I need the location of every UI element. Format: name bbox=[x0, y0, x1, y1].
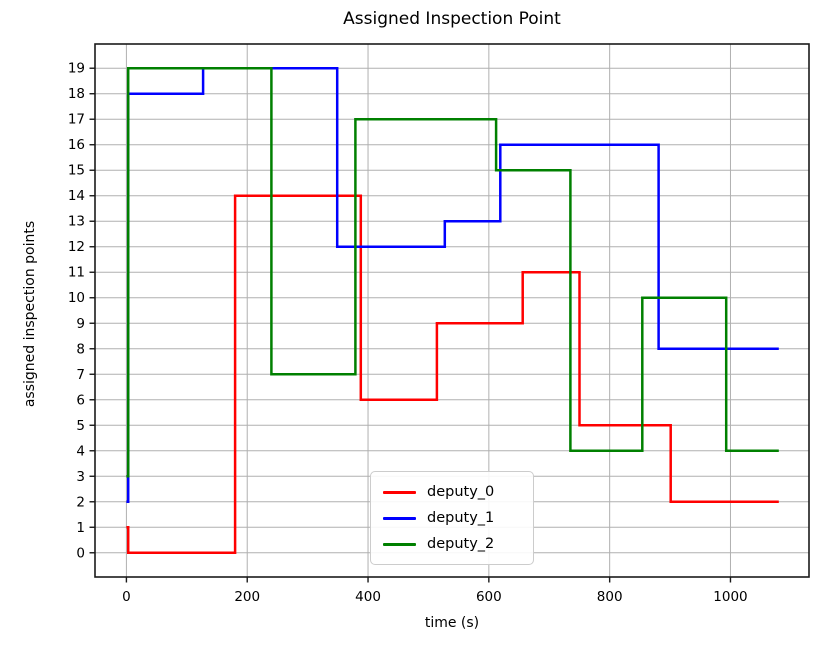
y-axis-label: assigned inspection points bbox=[22, 220, 38, 408]
y-tick-label: 17 bbox=[68, 112, 85, 128]
legend-label: deputy_2 bbox=[427, 535, 495, 552]
y-tick-label: 16 bbox=[68, 137, 85, 153]
legend-label: deputy_1 bbox=[427, 509, 495, 526]
x-ticks: 0 200 400 600 800 1000 bbox=[122, 577, 748, 605]
y-tick-label: 18 bbox=[68, 86, 85, 102]
y-tick-label: 3 bbox=[76, 469, 85, 485]
axes-border bbox=[94, 43, 810, 578]
y-tick-label: 12 bbox=[68, 239, 85, 255]
y-tick-label: 2 bbox=[76, 494, 85, 510]
series-lines bbox=[126, 66, 779, 555]
y-tick-label: 9 bbox=[76, 316, 85, 332]
legend-item-deputy_1: deputy_1 bbox=[383, 511, 521, 526]
y-tick-label: 10 bbox=[68, 290, 85, 306]
legend-line-sample bbox=[383, 542, 416, 546]
y-tick-label: 4 bbox=[76, 443, 85, 459]
x-tick-label: 800 bbox=[597, 589, 623, 605]
y-tick-label: 19 bbox=[68, 61, 85, 77]
series-line-deputy_1 bbox=[126, 66, 779, 504]
y-tick-label: 6 bbox=[76, 392, 85, 408]
legend-line-sample bbox=[383, 516, 416, 520]
x-tick-label: 400 bbox=[355, 589, 381, 605]
legend-label: deputy_0 bbox=[427, 483, 495, 500]
legend-line-sample bbox=[383, 490, 416, 494]
series-line-deputy_0 bbox=[126, 194, 779, 555]
legend-item-deputy_2: deputy_2 bbox=[383, 537, 521, 552]
y-tick-label: 0 bbox=[76, 545, 85, 561]
legend-item-deputy_0: deputy_0 bbox=[383, 485, 521, 500]
x-tick-label: 0 bbox=[122, 589, 131, 605]
x-tick-label: 1000 bbox=[713, 589, 747, 605]
chart-title: Assigned Inspection Point bbox=[343, 9, 561, 29]
y-tick-label: 11 bbox=[68, 265, 85, 281]
legend: deputy_0 deputy_1 deputy_2 bbox=[370, 471, 534, 565]
x-tick-label: 200 bbox=[234, 589, 260, 605]
y-tick-label: 8 bbox=[76, 341, 85, 357]
y-tick-label: 7 bbox=[76, 367, 85, 383]
y-tick-label: 1 bbox=[76, 520, 85, 536]
y-tick-label: 14 bbox=[68, 188, 85, 204]
x-axis-label: time (s) bbox=[424, 615, 480, 631]
series-line-deputy_2 bbox=[126, 66, 779, 478]
y-tick-label: 13 bbox=[68, 214, 85, 230]
y-tick-label: 15 bbox=[68, 163, 85, 179]
x-tick-label: 600 bbox=[476, 589, 502, 605]
y-tick-label: 5 bbox=[76, 418, 85, 434]
